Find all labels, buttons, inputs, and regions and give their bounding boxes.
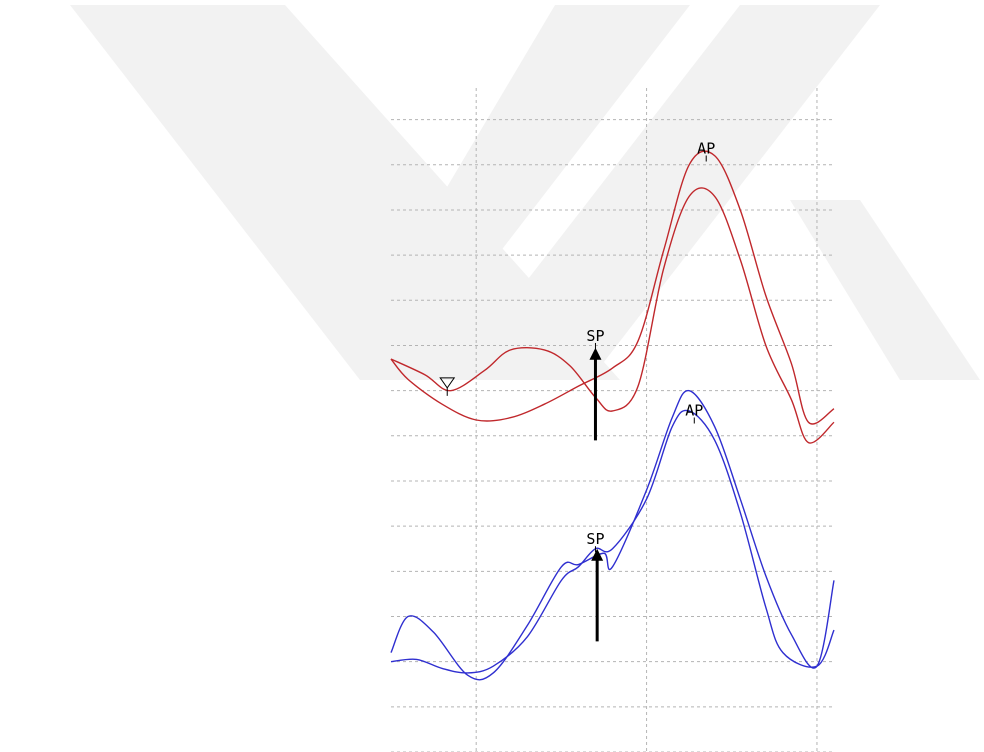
chart-plot-area: AP SP AP SP bbox=[390, 88, 835, 752]
trace-line-3 bbox=[390, 409, 835, 674]
watermark-inner-right-stroke bbox=[380, 5, 690, 330]
peak-label-ap: AP bbox=[697, 139, 715, 157]
watermark-inner-left-stroke bbox=[150, 5, 620, 380]
trace-line-2 bbox=[390, 187, 835, 444]
peak-label-sp: SP bbox=[586, 530, 604, 548]
peak-label-sp: SP bbox=[586, 327, 604, 345]
trace-line-4 bbox=[390, 389, 835, 681]
arrow-up-icon bbox=[589, 347, 602, 360]
chart-arrows bbox=[589, 347, 604, 642]
down-triangle-marker-icon bbox=[439, 377, 456, 389]
trace-line-1 bbox=[390, 150, 835, 425]
arrow-up-icon bbox=[591, 548, 604, 561]
chart-traces bbox=[390, 150, 835, 681]
chart-marker bbox=[439, 377, 456, 396]
watermark-right-stroke bbox=[450, 5, 880, 380]
watermark-far-right-stroke bbox=[790, 200, 980, 380]
chart-annotations: AP SP AP SP bbox=[586, 139, 715, 553]
peak-label-ap: AP bbox=[685, 401, 703, 419]
chart-gridlines bbox=[391, 88, 834, 752]
